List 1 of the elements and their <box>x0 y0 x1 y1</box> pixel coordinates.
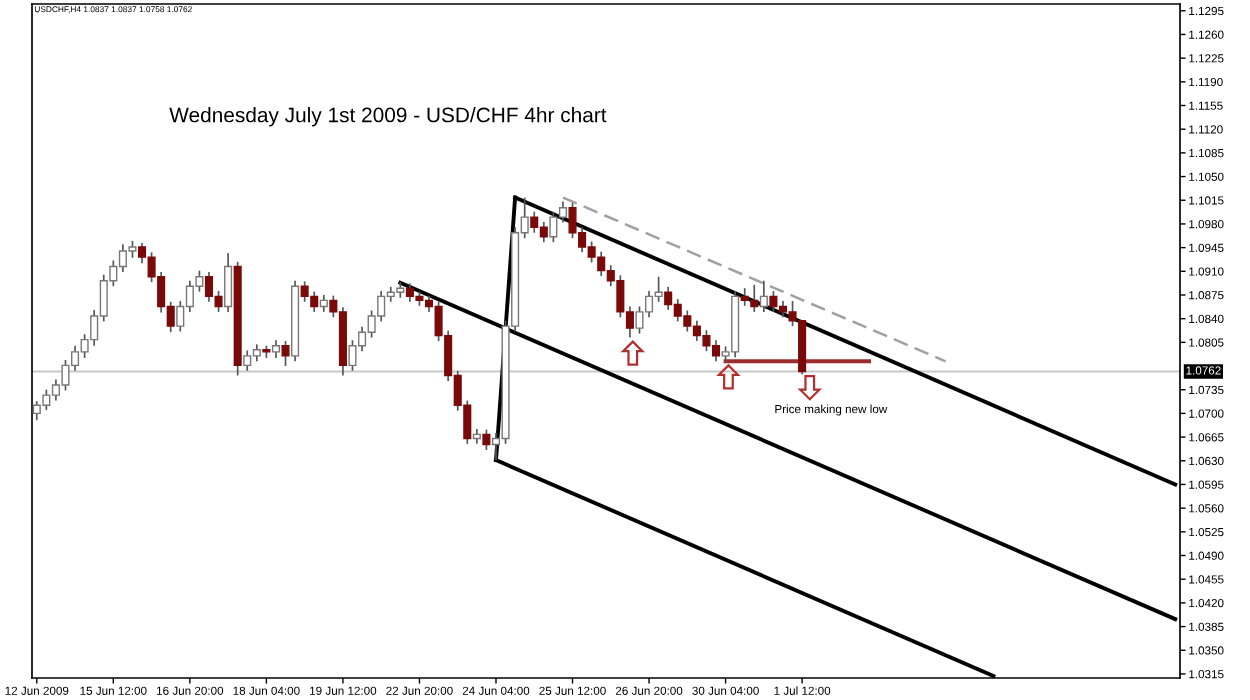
text: Wednesday July 1st 2009 - USD/CHF 4hr chart <box>169 107 607 127</box>
